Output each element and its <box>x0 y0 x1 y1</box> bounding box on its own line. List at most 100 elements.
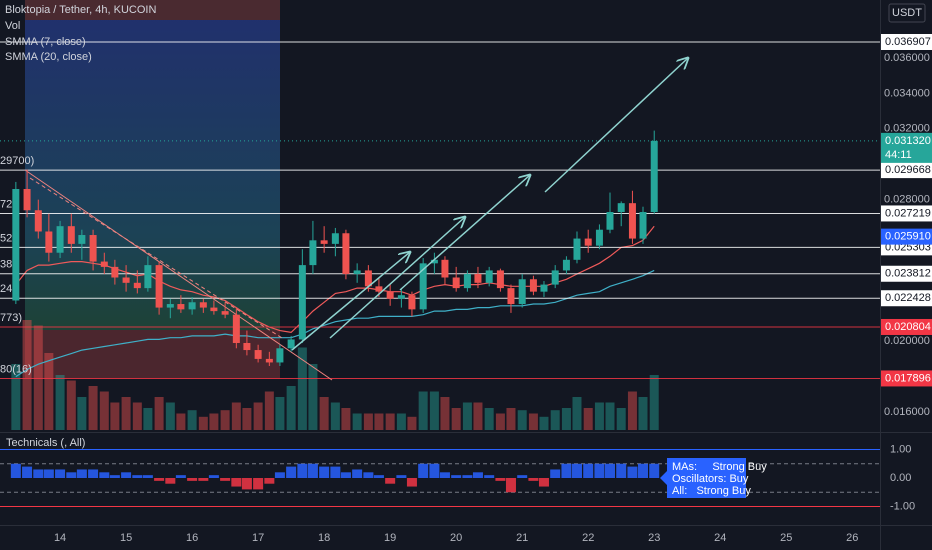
candle-body <box>276 348 284 363</box>
technicals-bar <box>208 475 219 479</box>
technicals-bar <box>99 472 110 479</box>
volume-bar <box>253 402 263 430</box>
candle-body <box>562 259 570 271</box>
x-tick-label: 26 <box>846 532 858 544</box>
technicals-bar <box>121 472 132 479</box>
volume-bar <box>165 402 175 430</box>
technicals-bar <box>274 472 285 479</box>
x-tick-label: 19 <box>384 532 396 544</box>
price-tag <box>881 132 932 163</box>
pane-title: Technicals (, All) <box>6 437 85 449</box>
technicals-bar <box>264 478 275 484</box>
unit-box <box>888 3 926 23</box>
price-tag <box>881 228 932 245</box>
volume-bar <box>506 408 516 430</box>
candle-body <box>584 238 592 246</box>
volume-bar <box>198 416 208 430</box>
candle-body <box>507 288 515 305</box>
technicals-bar <box>165 478 176 484</box>
volume-bar <box>44 353 54 430</box>
legend-volume: Vol <box>5 20 20 32</box>
level-tag <box>881 162 932 179</box>
candle-body <box>331 233 339 244</box>
volume-bar <box>143 408 153 430</box>
volume-bar <box>55 375 65 430</box>
candle-body <box>452 277 460 289</box>
candle-body <box>419 263 427 310</box>
volume-bar <box>319 397 329 430</box>
volume-bar <box>627 391 637 430</box>
volume-bar <box>451 408 461 430</box>
candle-body <box>529 279 537 292</box>
volume-bar <box>209 413 219 430</box>
tooltip-box <box>660 458 746 498</box>
x-tick-label: 21 <box>516 532 528 544</box>
technicals-bar <box>462 475 473 479</box>
technicals-bar <box>406 478 417 487</box>
x-tick-label: 25 <box>780 532 792 544</box>
level-label: 0.017896 <box>885 372 931 384</box>
candle-body <box>67 226 75 244</box>
overlay-line <box>15 225 655 334</box>
loss-zone <box>25 330 280 378</box>
candle-body <box>628 203 636 239</box>
technicals-bar <box>472 472 483 479</box>
technicals-bar <box>330 466 341 479</box>
candle-body <box>144 265 152 289</box>
volume-bar <box>88 386 98 430</box>
volume-bar <box>110 402 120 430</box>
arrow <box>329 217 465 339</box>
trend-line-dashed <box>29 177 283 339</box>
volume-bar <box>429 391 439 430</box>
level-label: 0.022428 <box>885 292 931 304</box>
volume-bar <box>440 397 450 430</box>
profit-zone <box>25 20 280 330</box>
volume-bar <box>286 386 296 430</box>
technicals-bar <box>550 469 561 479</box>
candle-body <box>540 284 548 292</box>
y-tick-label: 0.032000 <box>884 123 930 135</box>
technicals-bar <box>616 463 627 479</box>
candle-body <box>199 302 207 308</box>
level-tag <box>881 290 932 307</box>
candle-body <box>89 235 97 262</box>
x-tick-label: 15 <box>120 532 132 544</box>
volume-bar <box>539 416 549 430</box>
candle-body <box>243 342 251 351</box>
technicals-bar <box>517 475 528 479</box>
volume-bar <box>517 410 527 430</box>
legend-overlay: SMMA (7, close) <box>5 36 86 48</box>
y-tick-label: -1.00 <box>890 500 915 512</box>
technicals-bar <box>604 463 615 479</box>
technicals-bar <box>132 475 143 479</box>
y-tick-label: 0.016000 <box>884 406 930 418</box>
volume-bar <box>649 375 659 430</box>
volume-bar <box>242 408 252 430</box>
level-label: 0.020804 <box>885 321 931 333</box>
technicals-bar <box>88 469 99 479</box>
price-tag-label: 0.025910 <box>885 231 931 243</box>
technicals-bar <box>55 469 66 479</box>
volume-bar <box>341 408 351 430</box>
candle-body <box>441 259 449 278</box>
candle-body <box>463 273 471 289</box>
technicals-bar <box>22 466 33 479</box>
candle-body <box>573 238 581 260</box>
technicals-bar <box>583 463 594 479</box>
volume-bar <box>121 397 131 430</box>
countdown-label: 44:11 <box>885 149 912 161</box>
y-tick-label: 0.020000 <box>884 335 930 347</box>
technicals-bar <box>528 478 539 481</box>
y-tick-label: 0.034000 <box>884 87 930 99</box>
technicals-bar <box>220 478 231 481</box>
technicals-bar <box>363 472 374 479</box>
level-label: 0.023812 <box>885 268 931 280</box>
candle-body <box>375 286 383 292</box>
stop-zone-top <box>25 0 280 20</box>
candle-body <box>309 240 317 266</box>
candle-body <box>386 291 394 299</box>
x-tick-label: 23 <box>648 532 660 544</box>
candle-body <box>353 270 361 274</box>
candle-body <box>111 266 119 278</box>
